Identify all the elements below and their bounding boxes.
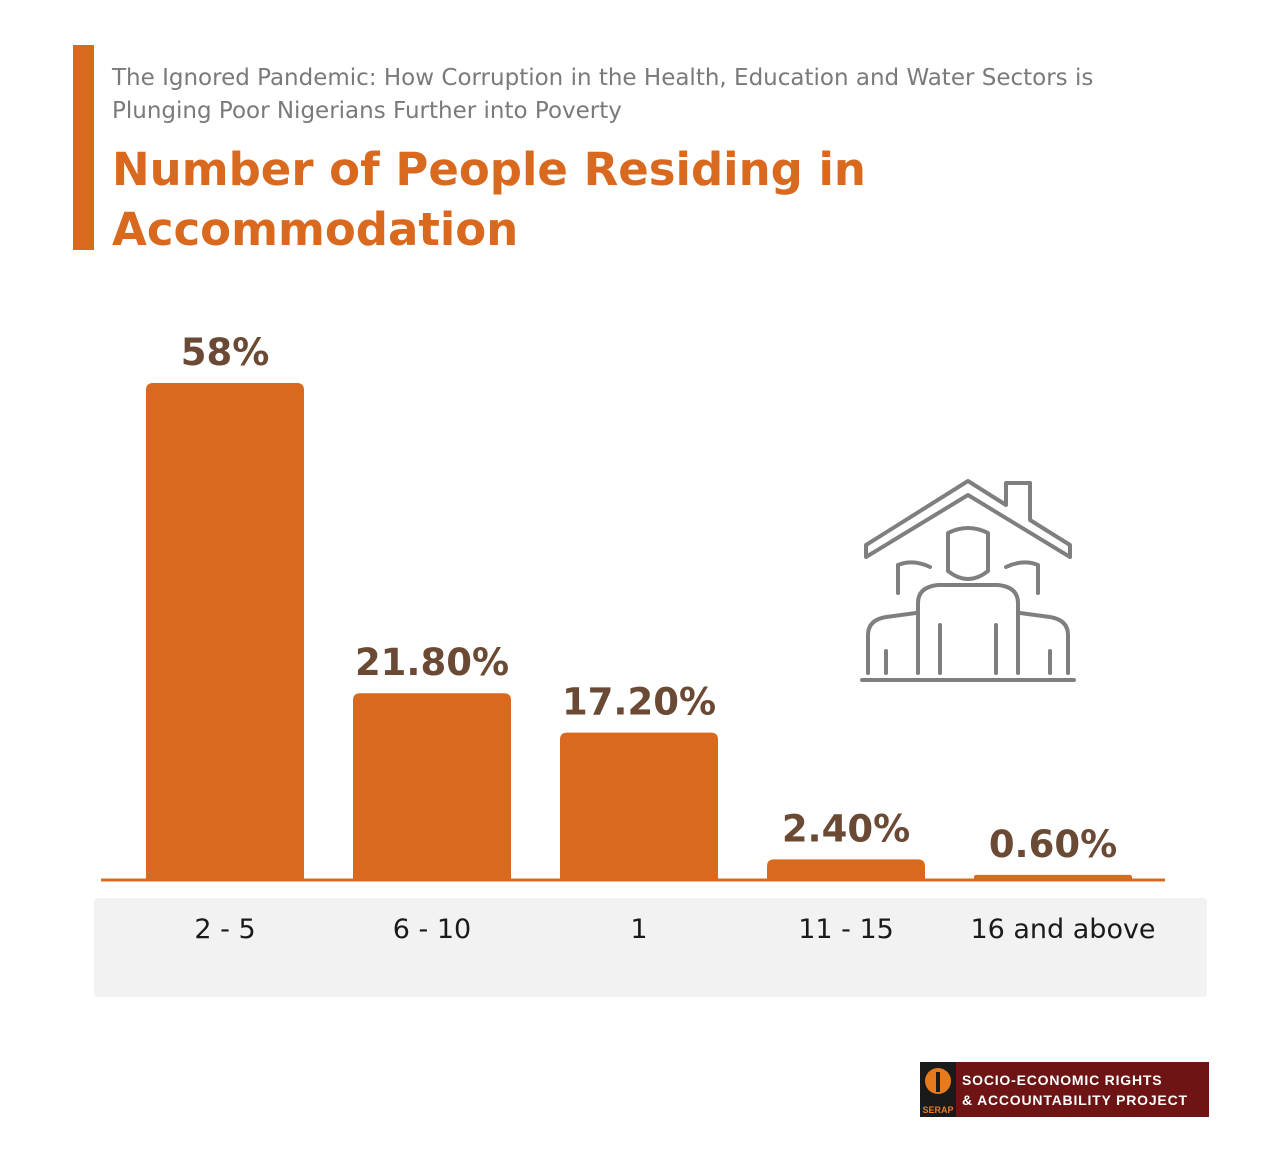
- house-with-people-icon: [860, 479, 1076, 682]
- chart-title: Number of People Residing in Accommodati…: [112, 143, 866, 256]
- category-label-4: 16 and above: [970, 914, 1155, 945]
- title-accent-bar: [73, 45, 94, 250]
- data-label-1: 21.80%: [355, 641, 509, 684]
- data-label-4: 0.60%: [989, 823, 1117, 866]
- logo-line-1: SOCIO-ECONOMIC RIGHTS: [962, 1071, 1163, 1088]
- bar-2: [560, 732, 718, 880]
- bar-3: [767, 859, 925, 880]
- logo-text: SOCIO-ECONOMIC RIGHTS & ACCOUNTABILITY P…: [962, 1070, 1188, 1110]
- category-label-0: 2 - 5: [194, 914, 255, 945]
- bar-0: [146, 383, 304, 880]
- bar-1: [353, 693, 511, 880]
- data-label-3: 2.40%: [782, 807, 910, 850]
- category-label-3: 11 - 15: [798, 914, 894, 945]
- category-label-1: 6 - 10: [393, 914, 471, 945]
- serap-emblem-icon: SERAP: [920, 1062, 956, 1117]
- serap-logo: SERAP SOCIO-ECONOMIC RIGHTS & ACCOUNTABI…: [920, 1062, 1209, 1117]
- data-label-2: 17.20%: [562, 681, 716, 724]
- logo-abbr: SERAP: [922, 1105, 954, 1115]
- data-label-0: 58%: [181, 331, 270, 374]
- logo-line-2: & ACCOUNTABILITY PROJECT: [962, 1091, 1188, 1108]
- report-subtitle: The Ignored Pandemic: How Corruption in …: [112, 65, 1094, 124]
- x-axis-band: [94, 898, 1207, 997]
- category-label-2: 1: [630, 914, 647, 945]
